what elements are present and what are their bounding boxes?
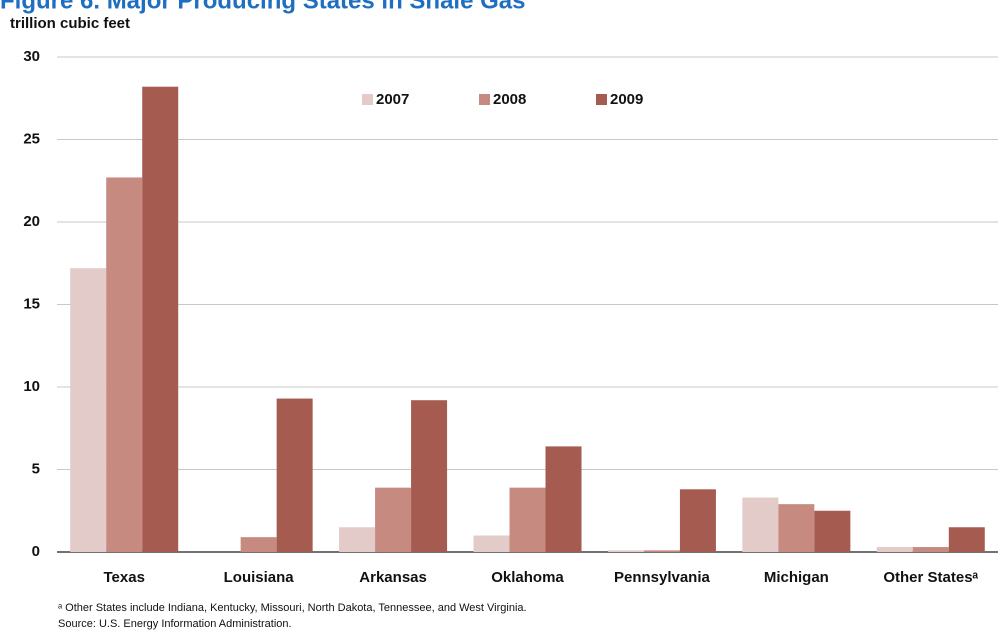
y-tick-label: 0 (32, 543, 40, 560)
y-tick-label: 5 (32, 460, 40, 477)
legend-label: 2008 (493, 91, 526, 108)
x-tick-label: Arkansas (359, 569, 427, 586)
bar (778, 504, 815, 552)
x-tick-label: Michigan (764, 569, 829, 586)
bar (70, 268, 107, 552)
bar (912, 547, 949, 552)
bar (276, 398, 313, 552)
legend-swatch (362, 94, 373, 105)
y-tick-label: 30 (23, 48, 40, 65)
bar (473, 535, 510, 552)
y-tick-label: 20 (23, 213, 40, 230)
bar (679, 489, 716, 552)
footnote: ᵃ Other States include Indiana, Kentucky… (58, 602, 527, 614)
bar (411, 400, 448, 552)
bar (142, 86, 179, 552)
bar (876, 547, 913, 552)
x-tick-label: Texas (104, 569, 145, 586)
chart-title: Figure 6. Major Producing States in Shal… (0, 0, 525, 14)
bar (339, 527, 376, 552)
y-axis-label: trillion cubic feet (10, 15, 130, 32)
y-tick-label: 25 (23, 130, 40, 147)
y-tick-label: 15 (23, 295, 40, 312)
y-tick-label: 10 (23, 378, 40, 395)
bar (545, 446, 582, 552)
source-note: Source: U.S. Energy Information Administ… (58, 618, 292, 630)
x-tick-label: Pennsylvania (614, 569, 711, 586)
x-tick-label: Louisiana (224, 569, 295, 586)
bar (240, 537, 277, 552)
legend-label: 2009 (610, 91, 643, 108)
bar (814, 510, 851, 552)
bar (643, 550, 680, 552)
legend-swatch (596, 94, 607, 105)
bar (607, 550, 644, 552)
bar (948, 527, 985, 552)
legend-swatch (479, 94, 490, 105)
x-tick-label: Other Statesᵃ (883, 569, 978, 586)
bar (742, 497, 779, 552)
bar (509, 487, 546, 552)
bar (375, 487, 412, 552)
bar (106, 177, 143, 552)
x-tick-label: Oklahoma (491, 569, 564, 586)
legend-label: 2007 (376, 91, 409, 108)
